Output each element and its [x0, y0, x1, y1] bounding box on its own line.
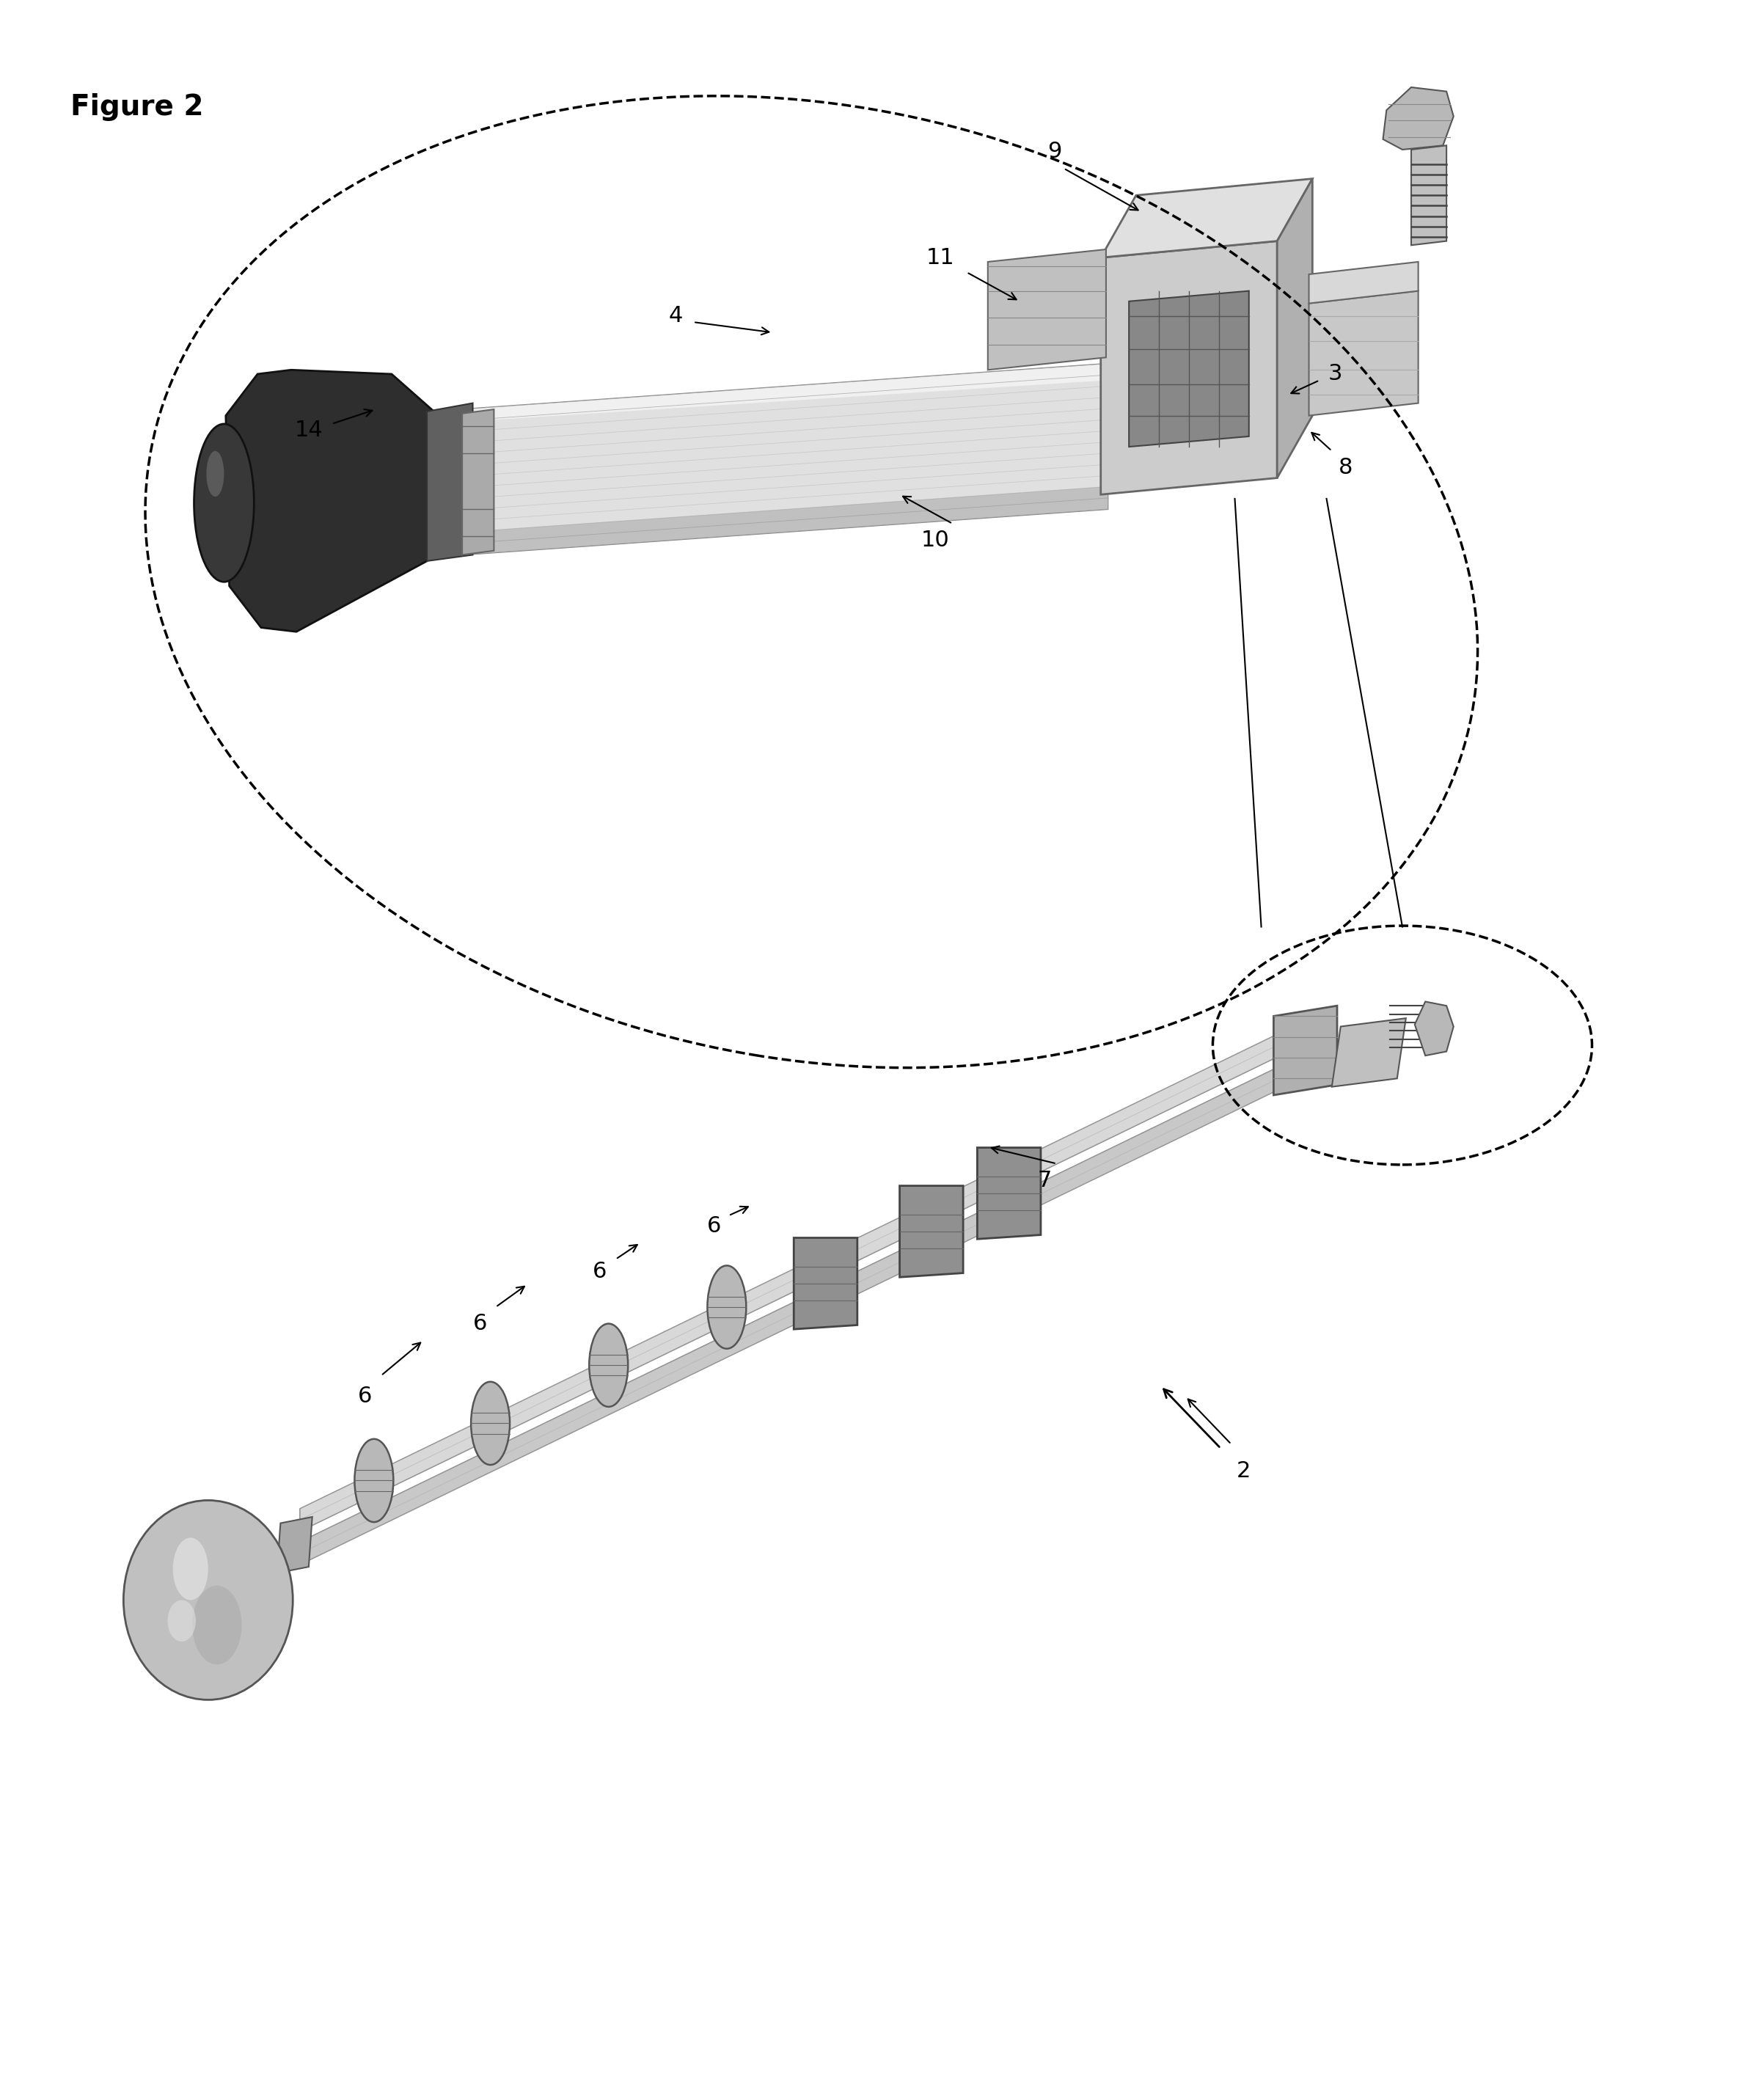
Polygon shape	[1415, 1002, 1454, 1056]
Polygon shape	[300, 1012, 1323, 1531]
Text: 2: 2	[1237, 1461, 1251, 1482]
Polygon shape	[462, 486, 1108, 555]
Text: 6: 6	[358, 1386, 372, 1407]
Polygon shape	[1129, 291, 1249, 447]
Ellipse shape	[192, 1586, 242, 1664]
Ellipse shape	[173, 1538, 208, 1600]
Polygon shape	[977, 1147, 1041, 1238]
Polygon shape	[1101, 241, 1277, 495]
Polygon shape	[462, 409, 494, 555]
Ellipse shape	[355, 1438, 393, 1521]
Polygon shape	[462, 364, 1108, 555]
Polygon shape	[226, 370, 448, 632]
Text: 6: 6	[707, 1216, 721, 1236]
Text: 11: 11	[926, 247, 954, 268]
Polygon shape	[794, 1238, 857, 1330]
Polygon shape	[1274, 1006, 1337, 1095]
Polygon shape	[1383, 87, 1454, 150]
Text: 7: 7	[1037, 1170, 1051, 1191]
Text: 14: 14	[295, 420, 323, 441]
Text: 9: 9	[1048, 141, 1062, 162]
Text: 4: 4	[669, 305, 683, 326]
Polygon shape	[1277, 179, 1312, 478]
Polygon shape	[900, 1187, 963, 1278]
Text: 3: 3	[1328, 364, 1342, 384]
Polygon shape	[1309, 262, 1418, 303]
Ellipse shape	[589, 1324, 628, 1407]
Polygon shape	[1411, 145, 1446, 245]
Polygon shape	[1332, 1018, 1406, 1087]
Polygon shape	[1309, 291, 1418, 416]
Text: 6: 6	[473, 1313, 487, 1334]
Text: 10: 10	[921, 530, 949, 551]
Text: 8: 8	[1339, 457, 1353, 478]
Text: Figure 2: Figure 2	[71, 94, 203, 121]
Ellipse shape	[206, 451, 224, 497]
Ellipse shape	[194, 424, 254, 582]
Polygon shape	[462, 364, 1108, 422]
Polygon shape	[427, 403, 473, 561]
Polygon shape	[988, 249, 1106, 370]
Ellipse shape	[168, 1600, 196, 1642]
Polygon shape	[300, 1045, 1323, 1565]
Text: 6: 6	[593, 1261, 607, 1282]
Ellipse shape	[471, 1382, 510, 1465]
Circle shape	[123, 1500, 293, 1700]
Polygon shape	[1101, 179, 1312, 258]
Ellipse shape	[707, 1266, 746, 1349]
Polygon shape	[277, 1517, 312, 1573]
